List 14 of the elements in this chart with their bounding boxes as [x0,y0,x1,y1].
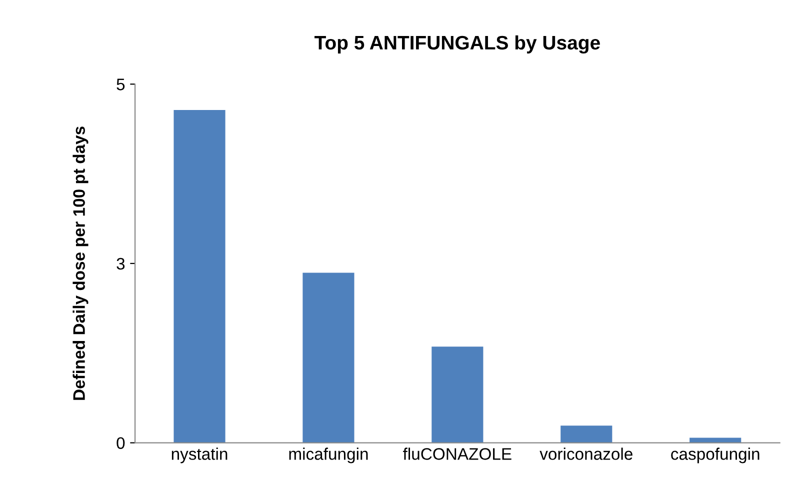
x-tick-label: caspofungin [671,448,760,464]
bar [302,272,354,443]
x-tick-label: fluCONAZOLE [403,448,512,460]
y-tick-label: 0 [116,437,125,450]
y-tick-label: 5 [116,78,125,90]
y-tick-label: 3 [116,258,125,270]
y-axis-title: Defined Daily dose per 100 pt days [72,126,88,400]
chart-title: Top 5 ANTIFUNGALS by Usage [314,35,600,54]
bar [432,346,484,443]
x-tick-label: voriconazole [540,448,632,460]
bar [560,426,612,443]
x-tick-label: micafungin [289,448,368,464]
bar [174,110,226,443]
x-tick-label: nystatin [172,448,228,464]
